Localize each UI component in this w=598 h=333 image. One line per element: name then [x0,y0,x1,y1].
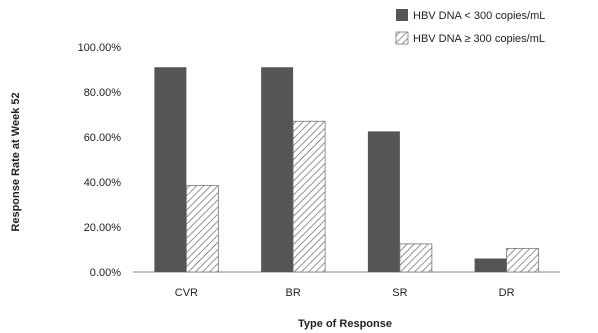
legend-swatch-series-2 [395,31,409,45]
y-axis-title: Response Rate at Week 52 [10,92,22,231]
bar-dr-series-2 [506,247,540,273]
y-tick-label: 0.00% [90,267,121,279]
bar-br-series-1 [261,67,294,272]
x-tick-label-cvr: CVR [175,287,198,299]
x-tick-label-sr: SR [392,287,407,299]
y-tick-label: 80.00% [84,87,122,99]
x-axis-categories: CVR BR SR DR [175,287,515,299]
x-tick-label-br: BR [285,287,300,299]
bar-cvr-series-2 [185,184,219,273]
bar-sr-series-2 [399,243,433,273]
bar-dr-series-1 [474,258,507,272]
y-tick-label: 20.00% [84,222,122,234]
y-tick-label: 60.00% [84,132,122,144]
legend-label-series-1: HBV DNA < 300 copies/mL [413,10,545,22]
bar-sr-series-1 [367,131,400,272]
x-axis-title: Type of Response [298,318,392,330]
bars [154,67,540,273]
bar-br-series-2 [292,120,326,273]
y-axis-ticks: 0.00% 20.00% 40.00% 60.00% 80.00% 100.00% [78,42,122,279]
x-tick-label-dr: DR [499,287,515,299]
y-tick-label: 40.00% [84,177,122,189]
legend-swatch-series-1 [396,9,408,21]
legend: HBV DNA < 300 copies/mL HBV DNA ≥ 300 co… [395,9,545,45]
y-tick-label: 100.00% [78,42,122,54]
bar-cvr-series-1 [154,67,187,272]
legend-label-series-2: HBV DNA ≥ 300 copies/mL [413,33,545,45]
